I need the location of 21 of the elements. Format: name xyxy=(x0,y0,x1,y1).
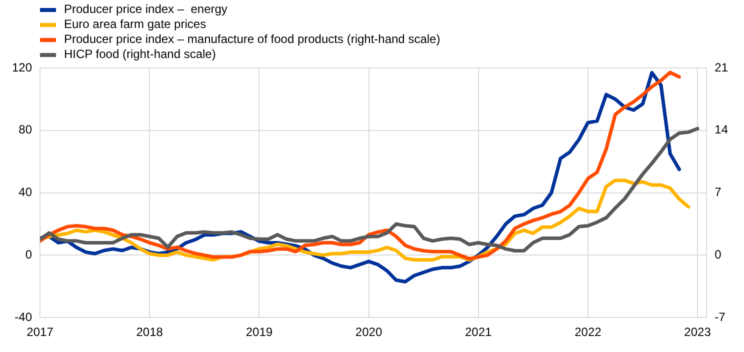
y-tick-label: 0 xyxy=(25,248,32,262)
legend-label: Producer price index – energy xyxy=(64,2,228,17)
y2-tick-label: 7 xyxy=(714,185,722,200)
x-tick-label: 2021 xyxy=(465,325,492,340)
y2-tick-label: 21 xyxy=(714,60,728,74)
legend-label: HICP food (right-hand scale) xyxy=(64,47,216,62)
y2-tick-label: 0 xyxy=(714,248,722,262)
y-tick-label: 120 xyxy=(12,60,32,74)
legend-label: Producer price index – manufacture of food products (right-hand scale) xyxy=(64,32,440,47)
legend-label: Euro area farm gate prices xyxy=(64,17,206,32)
x-tick-label: 2023 xyxy=(684,325,712,340)
y-tick-label: 80 xyxy=(18,122,32,137)
x-tick-label: 2018 xyxy=(136,325,164,340)
x-tick-label: 2020 xyxy=(355,325,382,340)
x-tick-label: 2019 xyxy=(246,325,273,340)
y-tick-label: 40 xyxy=(18,185,32,200)
x-tick-label: 2017 xyxy=(26,325,54,340)
y2-tick-label: 14 xyxy=(714,122,728,137)
y2-tick-label: -7 xyxy=(714,310,726,324)
y-tick-label: -40 xyxy=(14,310,32,324)
x-tick-label: 2022 xyxy=(574,325,602,340)
